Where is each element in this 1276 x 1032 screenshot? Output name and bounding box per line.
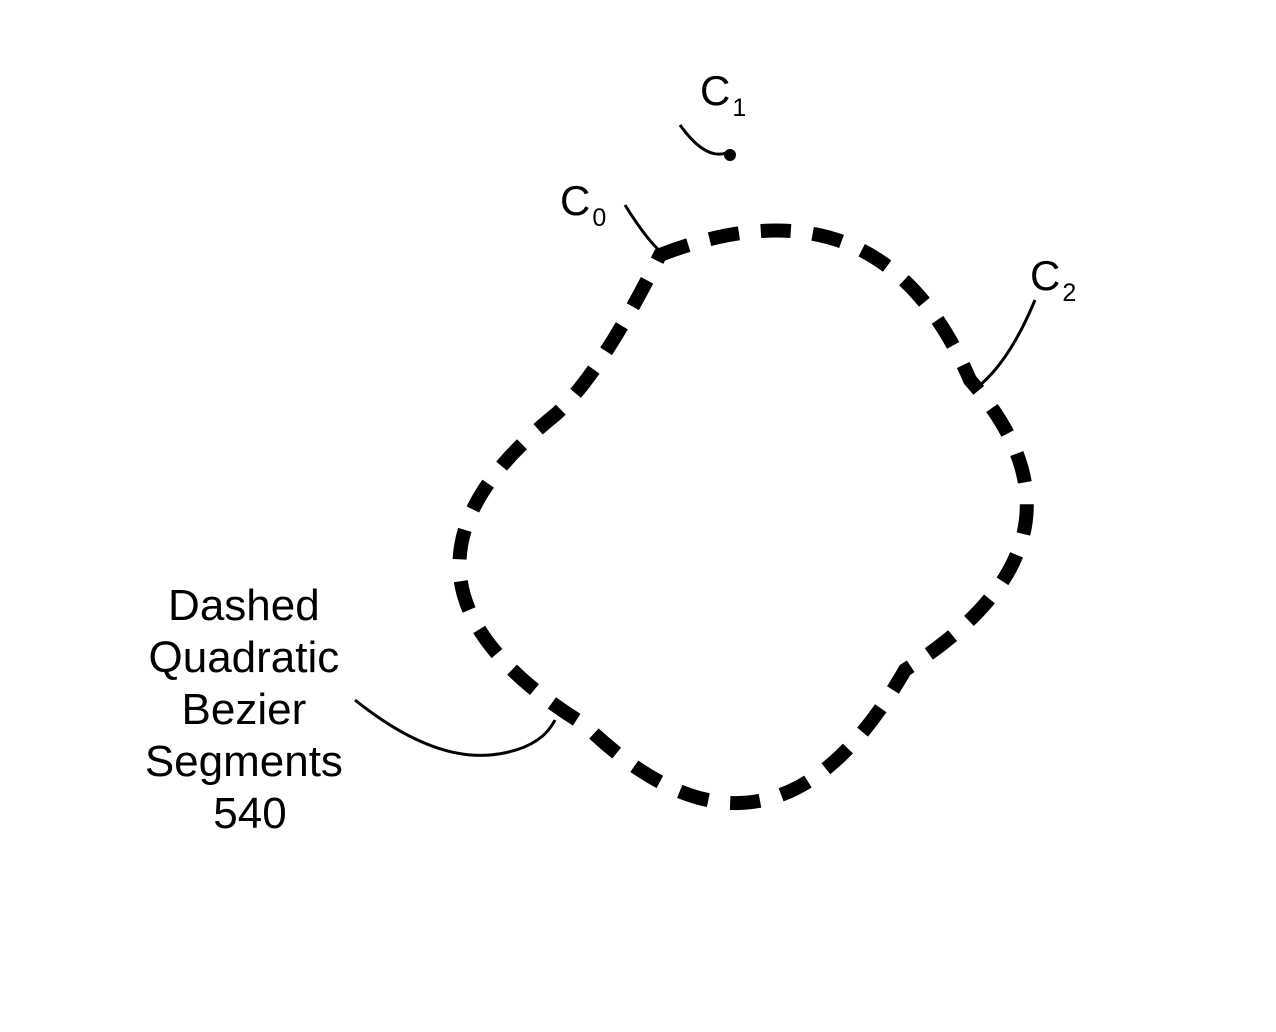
bezier-diagram: C0 C1 C2 Dashed Quadratic Bezier Segment… xyxy=(0,0,1276,1032)
leader-caption xyxy=(355,700,555,755)
caption-text: Dashed Quadratic Bezier Segments 540 xyxy=(145,581,355,838)
label-c0: C0 xyxy=(560,177,606,232)
dashed-bezier-shape xyxy=(459,231,1026,804)
leader-c1 xyxy=(680,125,726,154)
label-c1: C1 xyxy=(700,67,746,122)
leader-c2 xyxy=(980,300,1035,385)
label-c2: C2 xyxy=(1030,252,1076,307)
control-point-c1 xyxy=(724,149,736,161)
leader-c0 xyxy=(625,205,665,255)
